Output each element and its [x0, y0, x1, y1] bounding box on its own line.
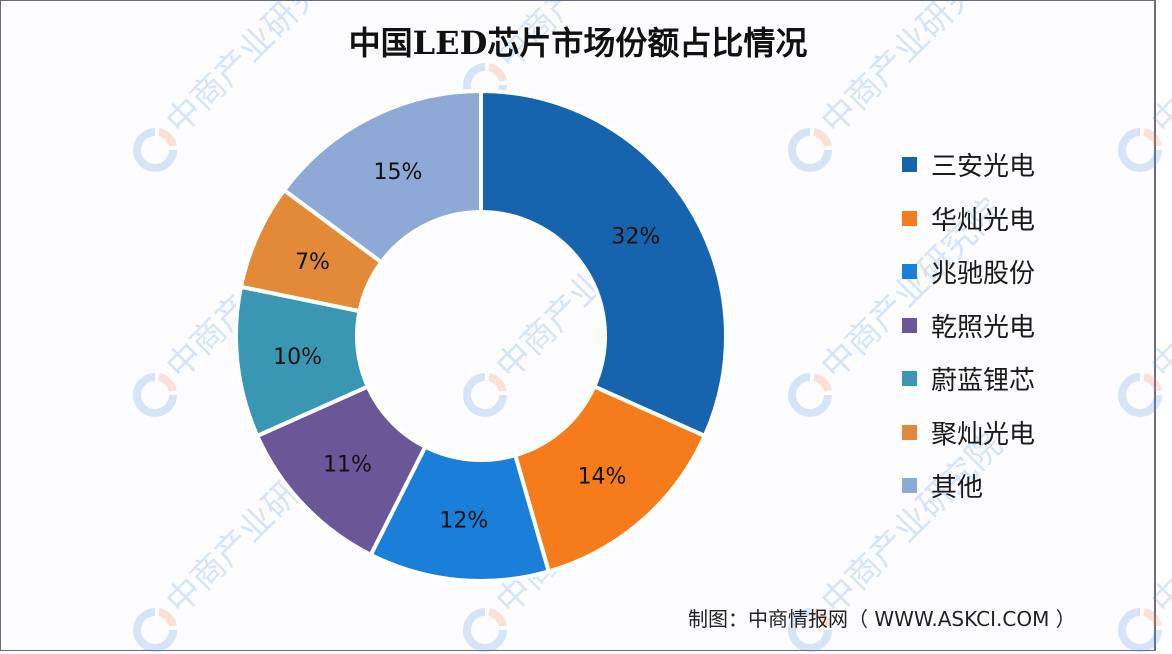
legend-label: 兆驰股份	[931, 259, 1036, 290]
chart-title: 中国LED芯片市场份额占比情况	[348, 24, 808, 62]
legend-swatch-icon	[902, 478, 917, 494]
legend: 三安光电 华灿光电 兆驰股份 乾照光电 蔚蓝锂芯 聚灿光电 其他	[902, 138, 1035, 513]
slice-value-label: 10%	[273, 345, 322, 370]
slice-value-label: 7%	[295, 250, 330, 275]
legend-swatch-icon	[902, 371, 917, 387]
legend-label: 乾照光电	[931, 312, 1036, 343]
legend-item: 华灿光电	[902, 192, 1035, 246]
legend-item: 兆驰股份	[902, 245, 1035, 299]
donut-slice	[281, 88, 483, 265]
legend-label: 三安光电	[931, 152, 1036, 183]
legend-swatch-icon	[902, 210, 917, 226]
donut-slice	[479, 88, 728, 439]
slice-value-label: 15%	[374, 160, 423, 185]
slice-value-label: 32%	[611, 225, 660, 250]
legend-label: 其他	[931, 473, 984, 504]
donut-slice	[368, 444, 552, 583]
legend-item: 聚灿光电	[902, 406, 1035, 460]
slice-value-label: 11%	[323, 452, 372, 477]
slice-value-label: 12%	[439, 509, 488, 534]
legend-label: 聚灿光电	[931, 419, 1036, 450]
slice-value-label: 14%	[578, 464, 627, 489]
source-credit: 制图：中商情报网（ WWW.ASKCI.COM ）	[688, 607, 1076, 631]
legend-item: 三安光电	[902, 138, 1035, 192]
legend-swatch-icon	[902, 264, 917, 280]
legend-item: 其他	[902, 459, 1035, 513]
donut-slice	[512, 383, 708, 574]
legend-item: 蔚蓝锂芯	[902, 352, 1035, 406]
legend-swatch-icon	[902, 317, 917, 333]
legend-swatch-icon	[902, 424, 917, 440]
legend-item: 乾照光电	[902, 299, 1035, 353]
legend-label: 蔚蓝锂芯	[931, 366, 1036, 397]
legend-label: 华灿光电	[931, 205, 1036, 236]
legend-swatch-icon	[902, 157, 917, 173]
